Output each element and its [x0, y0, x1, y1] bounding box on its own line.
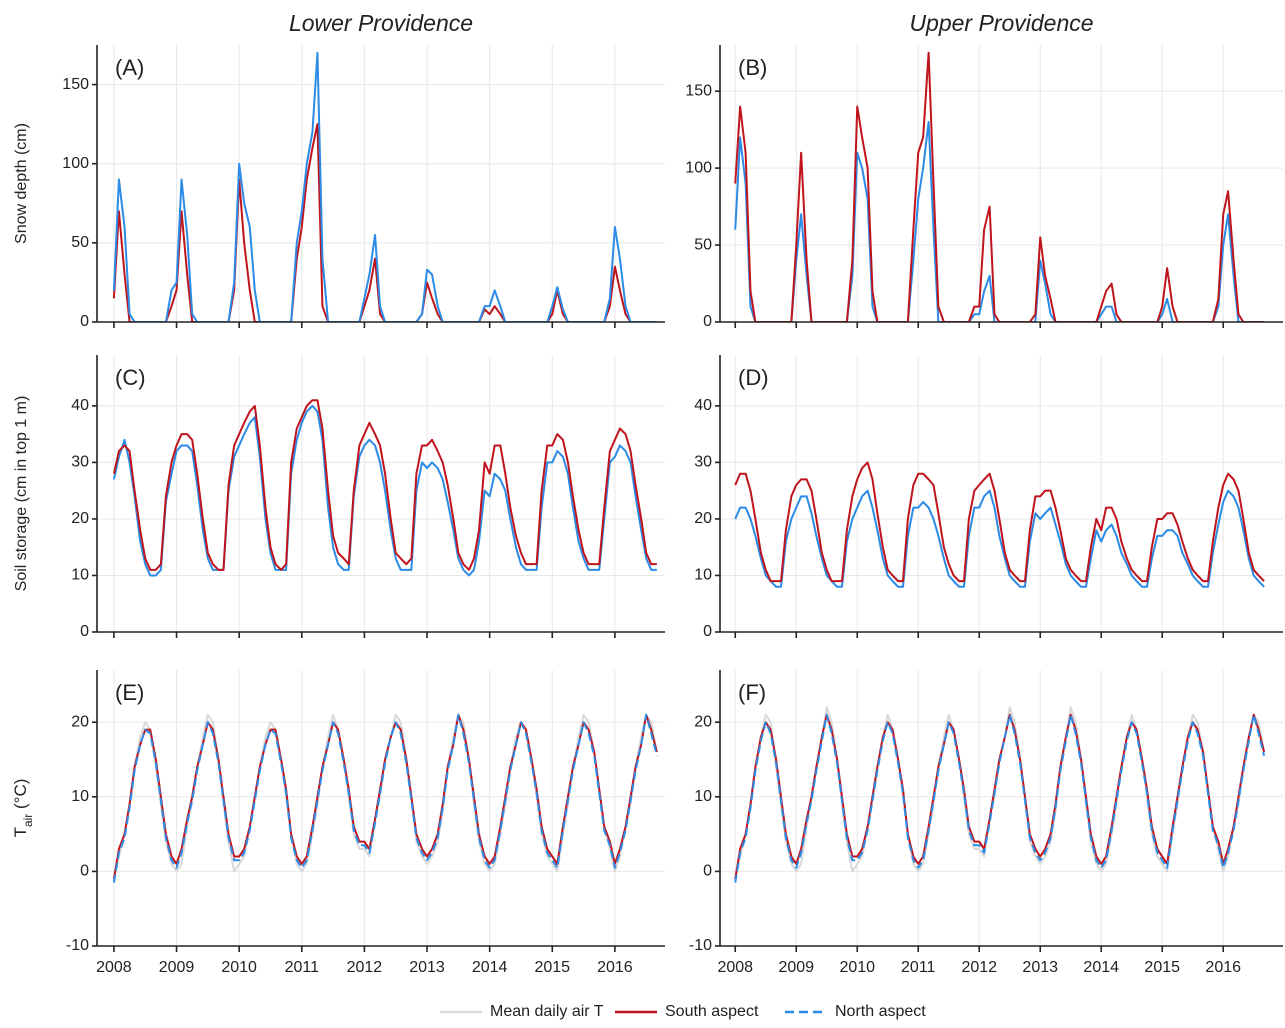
y-tick-label: 100: [685, 159, 712, 176]
series-line: [112, 51, 657, 322]
series-line: [734, 51, 1265, 322]
panel-label: (E): [115, 680, 144, 705]
y-tick-label: 10: [694, 788, 712, 805]
series-line: [734, 489, 1265, 588]
series-line: [112, 713, 658, 883]
y-tick-label: 0: [80, 623, 89, 640]
y-tick-label: 0: [703, 623, 712, 640]
y-axis-label-part: (°C): [11, 779, 30, 814]
y-tick-label: 30: [71, 454, 89, 471]
y-tick-label: 50: [694, 236, 712, 253]
y-tick-label: 0: [703, 313, 712, 330]
panel: 0 50 100 150 (A) Lower Providence Snow depth (…: [13, 10, 665, 330]
series-line: [734, 461, 1265, 583]
x-tick-label: 2009: [778, 959, 814, 976]
panel-label: (A): [115, 55, 144, 80]
y-tick-label: 10: [71, 567, 89, 584]
series-line: [734, 120, 1265, 322]
x-tick-label: 2015: [1144, 959, 1180, 976]
legend-label: North aspect: [835, 1003, 926, 1020]
y-tick-label: 40: [694, 397, 712, 414]
y-tick-label: 0: [80, 313, 89, 330]
y-tick-label: 100: [62, 155, 89, 172]
y-tick-label: 50: [71, 234, 89, 251]
x-tick-label: 2009: [159, 959, 195, 976]
panel: 2008 2009 2010 2011 2012 2013 2014 2015 2016-100…: [689, 670, 1283, 976]
legend-label: South aspect: [665, 1003, 759, 1020]
x-tick-label: 2014: [1083, 959, 1119, 976]
series-line: [112, 123, 657, 322]
y-tick-label: 150: [685, 82, 712, 99]
y-tick-label: -10: [689, 937, 712, 954]
x-tick-label: 2010: [221, 959, 257, 976]
x-tick-label: 2012: [961, 959, 997, 976]
y-axis-label-part: T: [11, 827, 30, 837]
x-tick-label: 2015: [534, 959, 570, 976]
panel-label: (D): [738, 365, 769, 390]
panel: 0 10 20 30 40 (D): [694, 355, 1283, 640]
series-line: [112, 399, 657, 571]
legend: Mean daily air T South aspect North aspect: [440, 1003, 926, 1020]
panel-label: (B): [738, 55, 767, 80]
x-tick-label: 2013: [409, 959, 445, 976]
y-tick-label: 10: [694, 567, 712, 584]
x-tick-label: 2012: [347, 959, 383, 976]
y-tick-label: 20: [71, 510, 89, 527]
panel: 0 50 100 150 (B) Upper Providence: [685, 10, 1283, 330]
y-tick-label: 20: [71, 713, 89, 730]
panel-label: (C): [115, 365, 146, 390]
y-axis-label: Snow depth (cm): [13, 123, 30, 244]
x-tick-label: 2013: [1022, 959, 1058, 976]
x-tick-label: 2014: [472, 959, 508, 976]
y-tick-label: 40: [71, 397, 89, 414]
y-tick-label: 150: [62, 76, 89, 93]
legend-label: Mean daily air T: [490, 1003, 604, 1020]
column-title: Lower Providence: [289, 10, 473, 36]
series-line: [734, 706, 1266, 880]
x-tick-label: 2011: [901, 959, 936, 976]
x-tick-label: 2008: [717, 959, 753, 976]
y-tick-label: 30: [694, 454, 712, 471]
y-tick-label: 10: [71, 788, 89, 805]
y-tick-label: 20: [694, 713, 712, 730]
x-tick-label: 2016: [597, 959, 633, 976]
panel: 0 10 20 30 40 (C) Soil storage (cm in top 1 m): [13, 355, 665, 640]
x-tick-label: 2016: [1205, 959, 1241, 976]
y-axis-label: Soil storage (cm in top 1 m): [13, 396, 30, 592]
x-tick-label: 2011: [285, 959, 320, 976]
panel-label: (F): [738, 680, 766, 705]
y-tick-label: 0: [703, 863, 712, 880]
series-line: [734, 713, 1266, 883]
panel: 2008 2009 2010 2011 2012 2013 2014 2015 2016-100…: [11, 670, 665, 976]
y-tick-label: 0: [80, 863, 89, 880]
series-line: [112, 404, 657, 577]
y-tick-label: -10: [66, 937, 89, 954]
x-tick-label: 2010: [839, 959, 875, 976]
column-title: Upper Providence: [909, 10, 1093, 36]
y-tick-label: 20: [694, 510, 712, 527]
x-tick-label: 2008: [96, 959, 132, 976]
y-axis-label-sub: air: [21, 814, 35, 827]
y-axis-label: Tair (°C): [11, 779, 35, 838]
